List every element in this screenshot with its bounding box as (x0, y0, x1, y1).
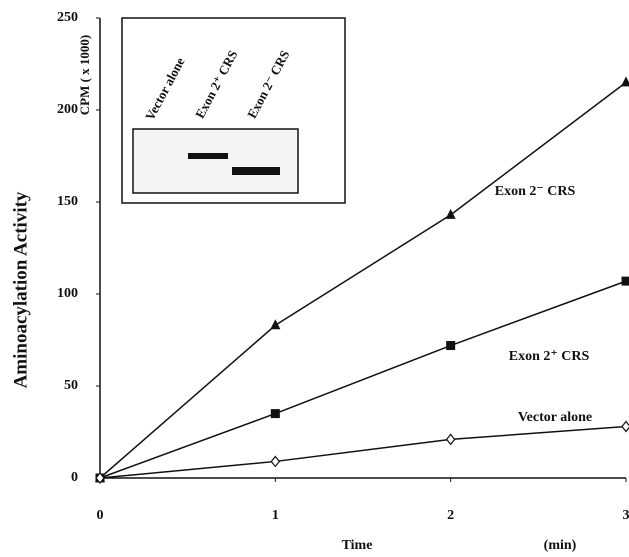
marker (446, 341, 455, 350)
x-axis-unit: (min) (544, 538, 577, 553)
y-tick-label: 100 (57, 286, 78, 301)
series-label: Exon 2⁻ CRS (495, 184, 576, 199)
series-line (100, 281, 626, 478)
series-label: Exon 2⁺ CRS (509, 349, 590, 364)
y-tick-label: 0 (71, 470, 78, 485)
gel-band (232, 167, 280, 175)
marker (271, 409, 280, 418)
marker (447, 434, 455, 444)
series-label: Vector alone (518, 410, 592, 425)
chart: Aminoacylation Activity CPM ( x 1000) Ti… (0, 0, 629, 557)
x-tick-label: 3 (623, 508, 629, 523)
y-axis-label: Aminoacylation Activity (10, 191, 31, 388)
marker (622, 277, 629, 286)
marker (446, 209, 456, 219)
y-tick-label: 50 (64, 378, 78, 393)
x-tick-label: 1 (272, 508, 279, 523)
x-axis-label: Time (342, 538, 373, 553)
inset: Vector alone Exon 2⁺ CRS Exon 2⁻ CRS (122, 18, 345, 203)
marker (270, 319, 280, 329)
y-tick-label: 150 (57, 194, 78, 209)
y-tick-label: 200 (57, 102, 78, 117)
x-tick-label: 0 (97, 508, 104, 523)
y-axis-unit: CPM ( x 1000) (77, 35, 92, 116)
series-line (100, 426, 626, 478)
marker (271, 456, 279, 466)
x-tick-label: 2 (447, 508, 454, 523)
marker (621, 76, 629, 86)
gel-band (188, 153, 228, 159)
y-tick-label: 250 (57, 10, 78, 25)
marker (622, 421, 629, 431)
gel (133, 129, 298, 193)
